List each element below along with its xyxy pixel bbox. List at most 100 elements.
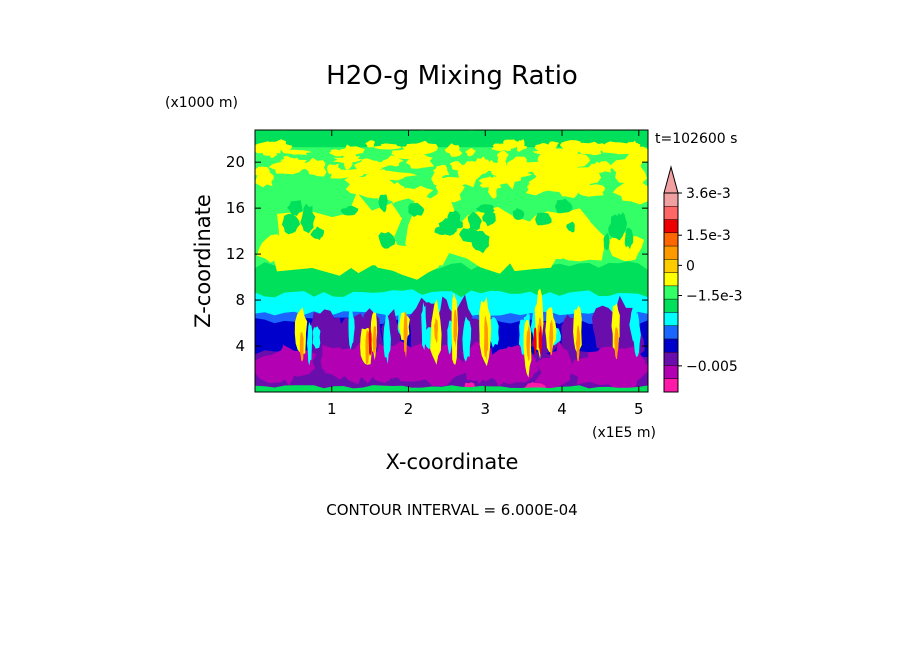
green-streak [535, 212, 552, 226]
colorbar-swatch [664, 299, 678, 313]
green-streak [408, 202, 425, 217]
chart-title: H2O-g Mixing Ratio [326, 61, 578, 91]
magenta-cell [274, 344, 298, 386]
colorbar-label: 1.5e-3 [686, 228, 731, 244]
green-streak [617, 212, 627, 235]
upper-yellow-patch [379, 160, 390, 168]
green-streak [438, 218, 457, 236]
updraft-orange [365, 330, 370, 365]
colorbar-frame [663, 192, 679, 393]
upper-yellow-patch [508, 141, 522, 148]
time-label: t=102600 s [655, 131, 737, 147]
updraft-orange [549, 319, 554, 355]
upper-yellow-patch [465, 147, 476, 157]
x-tick-label: 3 [481, 400, 491, 418]
updraft-orange [434, 317, 438, 344]
yellow-dome [257, 234, 291, 263]
y-tick-label: 4 [235, 337, 245, 355]
upper-yellow-patch [560, 167, 604, 184]
magenta-cell [420, 354, 455, 381]
cyan-filament [312, 326, 321, 349]
green-streak [310, 230, 323, 239]
colorbar-swatch [664, 312, 678, 326]
colorbar-swatch [664, 365, 678, 379]
colorbar-swatch [664, 352, 678, 366]
colorbar-swatch [664, 219, 678, 233]
x-tick-label: 4 [557, 400, 567, 418]
upper-yellow-patch [432, 164, 450, 180]
magenta-cell [484, 359, 520, 387]
magenta-cell [320, 344, 357, 380]
colorbar-swatch [664, 193, 678, 207]
green-streak [300, 210, 314, 234]
cyan-filament [348, 310, 355, 350]
upper-yellow-patch [268, 159, 310, 175]
contour-interval-note: CONTOUR INTERVAL = 6.000E-04 [326, 501, 577, 519]
colorbar-swatch [664, 259, 678, 273]
cyan-filament [632, 312, 641, 357]
colorbar-label: 0 [686, 258, 695, 274]
yellow-dome [553, 222, 616, 262]
green-streak [281, 213, 301, 235]
upper-yellow-patch [505, 161, 552, 174]
cyan-filament [383, 311, 391, 364]
colorbar-label: −1.5e-3 [686, 289, 743, 305]
upper-yellow-patch [559, 140, 587, 152]
upper-yellow-patch [444, 143, 463, 157]
cyan-filament [488, 316, 499, 348]
upper-yellow-patch [536, 144, 559, 158]
green-streak [603, 232, 610, 251]
x-scale-note: (x1E5 m) [592, 425, 656, 441]
yellow-dome [369, 242, 442, 280]
green-streak [378, 194, 388, 213]
updraft-red [539, 325, 542, 355]
colorbar-swatch [664, 325, 678, 339]
upper-yellow-patch [612, 180, 648, 205]
upper-yellow-patch [478, 177, 508, 189]
x-tick-label: 5 [634, 400, 644, 418]
x-axis-label: X-coordinate [386, 450, 519, 474]
upper-yellow-patch [281, 149, 312, 155]
upper-yellow-patch [340, 144, 356, 161]
surface-layer [255, 385, 648, 392]
cyan-filament [307, 321, 313, 366]
green-streak [452, 220, 463, 229]
updraft-orange [299, 331, 304, 362]
upper-yellow-patch [326, 169, 365, 179]
plot-frame [254, 129, 649, 393]
colorbar-swatch [664, 272, 678, 286]
green-streak [467, 211, 482, 231]
colorbar-swatch [664, 232, 678, 247]
colorbar-swatch [664, 206, 678, 220]
upper-yellow-patch [587, 142, 608, 152]
magenta-cell [600, 350, 648, 392]
magenta-cell [545, 352, 568, 374]
y-axis: 4 8 12 16 20 [226, 153, 648, 355]
updraft-orange [575, 325, 581, 362]
y-scale-note: (x1000 m) [165, 95, 238, 111]
green-streak [512, 208, 525, 220]
upper-yellow-patch [343, 158, 353, 170]
colorbar-swatch [664, 285, 678, 300]
green-streak [624, 227, 634, 250]
updraft-red [533, 327, 537, 355]
green-streak [378, 231, 396, 249]
y-axis-label: Z-coordinate [191, 194, 215, 328]
upper-yellow-patch [255, 166, 270, 177]
y-tick-label: 12 [226, 245, 245, 263]
colorbar-arrow [663, 165, 679, 194]
colorbar-label: −0.005 [686, 359, 738, 375]
upper-yellow-patch [302, 157, 327, 177]
upper-yellow-patch [373, 143, 402, 150]
magenta-cell [466, 344, 498, 384]
y-tick-label: 20 [226, 153, 245, 171]
upper-yellow-patch [412, 157, 428, 165]
colorbar-label: 3.6e-3 [686, 186, 731, 202]
cyan-filament [462, 316, 472, 362]
updraft-orange [614, 326, 619, 360]
x-tick-label: 2 [404, 400, 414, 418]
colorbar-swatch [664, 246, 678, 260]
updraft-orange [484, 315, 489, 362]
colorbar [663, 165, 679, 393]
